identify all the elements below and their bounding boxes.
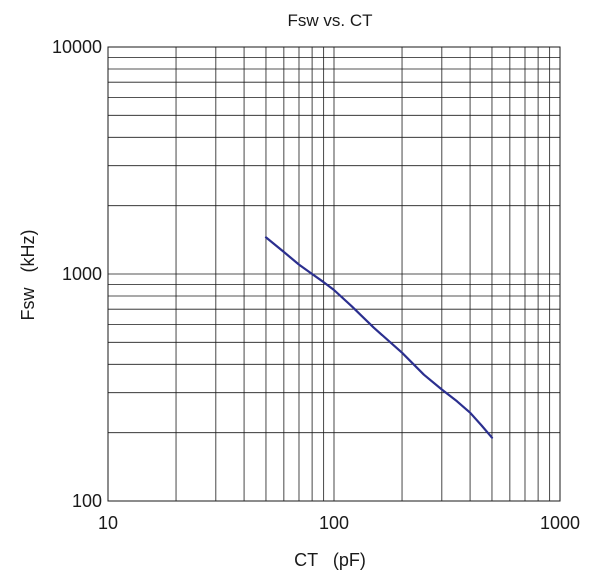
x-tick-label: 1000 (540, 513, 580, 533)
x-tick-label: 10 (98, 513, 118, 533)
x-axis-ticks: 10 100 1000 (98, 513, 580, 533)
plot-frame (107, 46, 561, 502)
y-axis-label: Fsw (kHz) (18, 230, 38, 321)
series-line (264, 236, 494, 439)
x-axis-label: CT (pF) (294, 550, 366, 570)
plot-area (264, 236, 494, 439)
y-axis-ticks: 100 1000 10000 (52, 37, 102, 511)
grid (108, 47, 560, 501)
chart-title: Fsw vs. CT (288, 11, 373, 30)
y-tick-label: 1000 (62, 264, 102, 284)
y-tick-label: 100 (72, 491, 102, 511)
x-tick-label: 100 (319, 513, 349, 533)
y-tick-label: 10000 (52, 37, 102, 57)
